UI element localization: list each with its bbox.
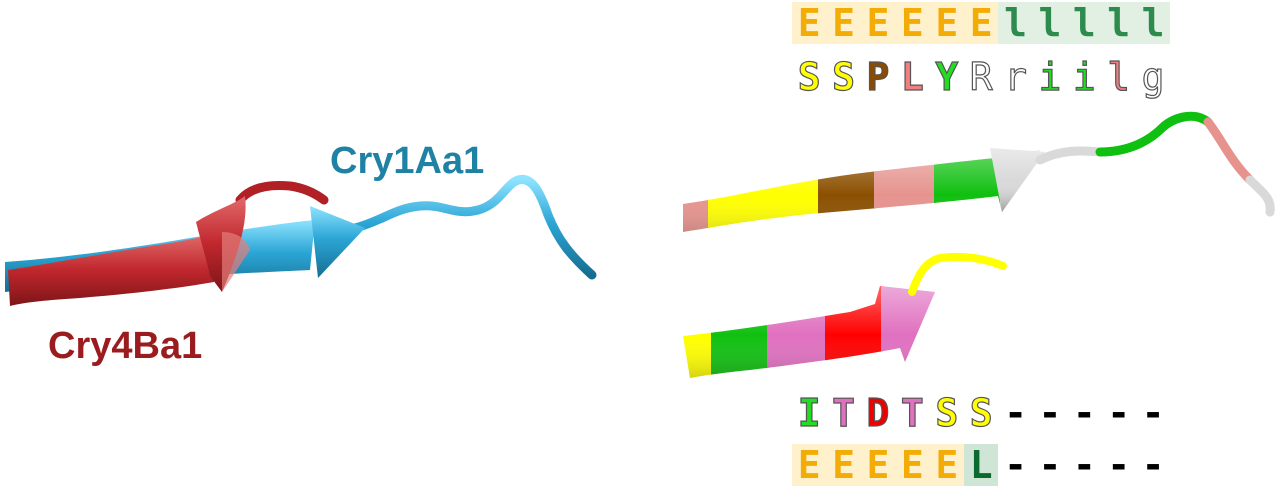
aa-char: i bbox=[1038, 55, 1062, 99]
ss-char: E bbox=[929, 2, 964, 44]
aa-char: S bbox=[832, 55, 856, 99]
ss-char: - bbox=[1107, 443, 1131, 487]
aa-char: i bbox=[1072, 55, 1096, 99]
aa-char: - bbox=[1072, 391, 1096, 435]
aa-char: - bbox=[1038, 391, 1062, 435]
aa-char: - bbox=[1141, 391, 1165, 435]
ss-char: - bbox=[1004, 443, 1027, 487]
ss-char: E bbox=[895, 2, 930, 44]
aa-char: Y bbox=[935, 55, 959, 99]
ss-char: E bbox=[860, 2, 896, 44]
aa-char: S bbox=[797, 55, 821, 99]
ss-char: E bbox=[895, 444, 930, 486]
cry1aa1-label: Cry1Aa1 bbox=[330, 140, 485, 182]
aa-char: S bbox=[969, 391, 993, 435]
cry4ba1-ribbon bbox=[8, 181, 329, 306]
aa-char: l bbox=[1107, 55, 1131, 99]
cry4ba1-label: Cry4Ba1 bbox=[48, 325, 203, 367]
aa-char: g bbox=[1141, 55, 1165, 99]
ss-char: l bbox=[1101, 2, 1136, 44]
aa-char: - bbox=[1004, 391, 1027, 435]
ss-char: E bbox=[826, 444, 861, 486]
ss-char: E bbox=[929, 444, 964, 486]
ss-char: E bbox=[963, 2, 999, 44]
ss-char: L bbox=[963, 444, 999, 486]
aa-char: r bbox=[1003, 55, 1027, 99]
aa-char: S bbox=[935, 391, 959, 435]
ss-char: E bbox=[792, 2, 827, 44]
aa-char: - bbox=[1107, 391, 1131, 435]
aa-char: I bbox=[797, 391, 821, 435]
ss-char: l bbox=[1135, 2, 1171, 44]
ss-char: l bbox=[1032, 2, 1068, 44]
ss-char: l bbox=[998, 2, 1033, 44]
ss-char: E bbox=[792, 444, 827, 486]
ss-char: - bbox=[1072, 443, 1096, 487]
aa-char: L bbox=[900, 55, 924, 99]
aa-char: D bbox=[866, 391, 890, 435]
aa-char: T bbox=[832, 391, 856, 435]
ss-char: E bbox=[826, 2, 861, 44]
ss-char: - bbox=[1141, 443, 1165, 487]
top-segmented-ribbon bbox=[683, 111, 1275, 232]
aa-char: P bbox=[866, 55, 890, 99]
ss-char: l bbox=[1067, 2, 1102, 44]
ss-char: - bbox=[1038, 443, 1062, 487]
aa-char: R bbox=[969, 55, 993, 99]
ss-char: E bbox=[860, 444, 896, 486]
aa-char: T bbox=[900, 391, 924, 435]
bottom-segmented-ribbon bbox=[683, 252, 1007, 378]
